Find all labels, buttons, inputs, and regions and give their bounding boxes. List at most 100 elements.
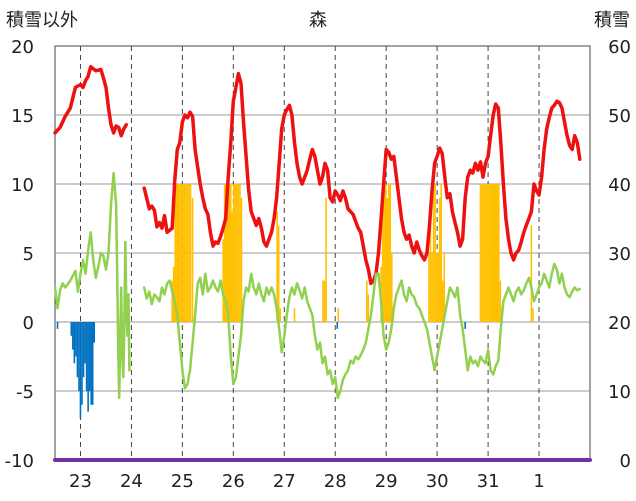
left-tick-label: 5 xyxy=(23,244,34,265)
bar xyxy=(239,184,241,322)
bar xyxy=(171,280,173,322)
bar xyxy=(87,322,89,412)
bar xyxy=(441,280,444,322)
bar xyxy=(276,211,278,322)
bar xyxy=(389,184,392,322)
bar xyxy=(429,225,432,322)
right-axis-ticks: 0 10 20 30 40 50 60 xyxy=(608,37,631,472)
bar xyxy=(323,280,326,322)
bar xyxy=(438,197,441,322)
line-series xyxy=(53,64,592,462)
bar xyxy=(293,308,296,322)
bar xyxy=(481,184,483,322)
bar xyxy=(237,184,240,322)
bar xyxy=(381,197,384,322)
bar xyxy=(485,184,488,322)
bar xyxy=(185,184,187,322)
bar xyxy=(488,184,491,322)
bar xyxy=(443,253,446,322)
bar xyxy=(78,322,80,391)
x-axis-ticks: 23 24 25 26 27 28 29 30 31 1 xyxy=(69,471,545,492)
bar xyxy=(479,184,482,322)
bar xyxy=(532,308,534,322)
bar xyxy=(440,184,443,322)
bar xyxy=(76,322,79,378)
bar xyxy=(82,322,85,378)
bar xyxy=(186,184,189,322)
bar-series xyxy=(56,184,534,419)
bar xyxy=(75,322,77,357)
bar xyxy=(484,184,486,322)
right-tick-label: 30 xyxy=(608,244,631,265)
bar xyxy=(174,184,177,322)
bar xyxy=(490,184,492,322)
bar xyxy=(277,225,280,322)
chart-title: 森 xyxy=(309,10,327,31)
line-group-temp xyxy=(53,64,582,286)
bar xyxy=(84,322,86,364)
x-tick-label: 27 xyxy=(273,471,296,492)
bar xyxy=(223,184,226,322)
x-tick-label: 1 xyxy=(533,471,544,492)
bar xyxy=(183,184,186,322)
bar xyxy=(464,322,466,329)
plot-area xyxy=(53,45,592,462)
bar xyxy=(180,184,183,322)
bar xyxy=(188,184,190,322)
x-tick-label: 29 xyxy=(375,471,398,492)
x-tick-label: 30 xyxy=(426,471,449,492)
bar xyxy=(336,322,339,329)
bar xyxy=(384,184,387,322)
left-tick-label: -10 xyxy=(5,451,34,472)
bar xyxy=(530,225,533,322)
left-axis-label: 積雪以外 xyxy=(6,10,78,31)
bar xyxy=(240,197,243,322)
bar-group-precip_neg xyxy=(56,322,466,419)
bar xyxy=(189,184,192,322)
series-line xyxy=(142,71,582,286)
bar xyxy=(367,294,370,322)
right-tick-label: 10 xyxy=(608,382,631,403)
bar xyxy=(494,184,497,322)
left-tick-label: 15 xyxy=(11,106,34,127)
bar xyxy=(226,184,229,322)
bar xyxy=(179,184,181,322)
bar xyxy=(487,184,489,322)
bar xyxy=(428,253,430,322)
x-tick-label: 24 xyxy=(120,471,143,492)
bar xyxy=(391,253,393,322)
bar xyxy=(337,308,340,322)
bar xyxy=(482,184,485,322)
right-tick-label: 0 xyxy=(620,451,631,472)
bar xyxy=(233,184,235,322)
x-tick-label: 23 xyxy=(69,471,92,492)
bar xyxy=(383,184,385,322)
series-line xyxy=(53,64,129,138)
bar xyxy=(81,322,83,405)
bar xyxy=(386,197,388,322)
bar xyxy=(236,184,238,322)
bar xyxy=(93,322,96,343)
series-line xyxy=(142,262,582,400)
bar xyxy=(435,253,438,322)
left-tick-label: 10 xyxy=(11,175,34,196)
left-tick-label: 20 xyxy=(11,37,34,58)
line-group-other xyxy=(53,171,582,400)
series-line xyxy=(53,171,131,400)
bar xyxy=(234,184,237,322)
bar xyxy=(177,184,180,322)
bar xyxy=(225,184,227,322)
right-tick-label: 20 xyxy=(608,313,631,334)
bar xyxy=(85,322,88,391)
right-tick-label: 50 xyxy=(608,106,631,127)
bar xyxy=(431,253,433,322)
bar xyxy=(279,308,281,322)
x-tick-label: 28 xyxy=(324,471,347,492)
bar xyxy=(387,184,390,322)
bar xyxy=(70,322,73,336)
x-tick-label: 26 xyxy=(222,471,245,492)
bar xyxy=(72,322,74,350)
x-tick-label: 25 xyxy=(171,471,194,492)
right-tick-label: 60 xyxy=(608,37,631,58)
bar-group-precip_pos xyxy=(171,184,534,322)
